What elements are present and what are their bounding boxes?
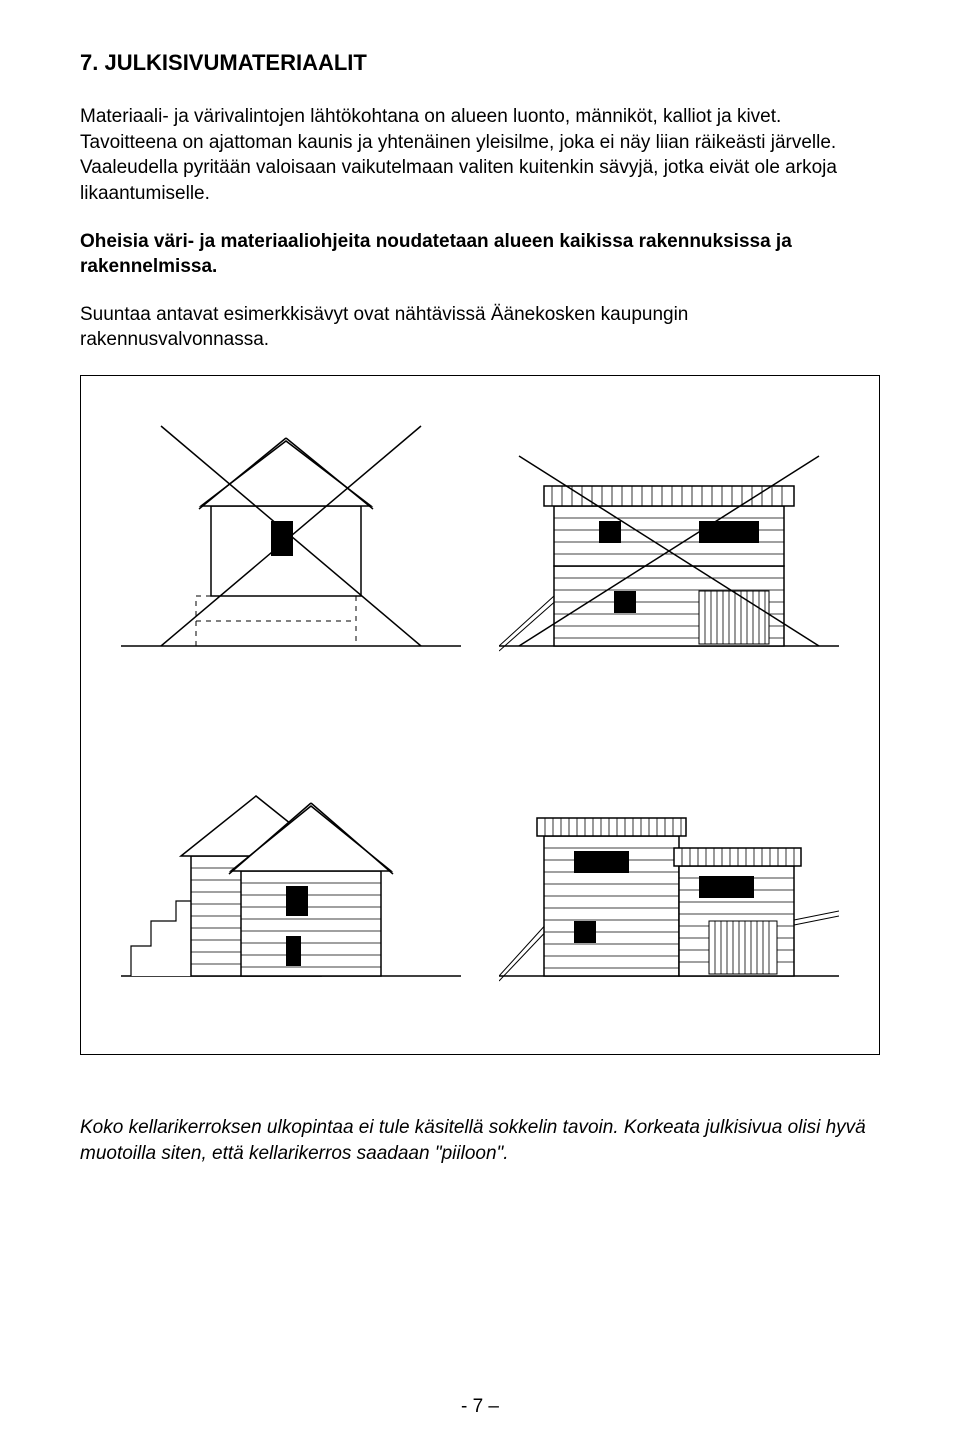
paragraph-3: Suuntaa antavat esimerkkisävyt ovat näht… xyxy=(80,302,880,353)
house-topleft-crossed xyxy=(121,396,461,666)
diagram-container xyxy=(80,375,880,1055)
diagram-row-1 xyxy=(101,396,859,696)
page-number: - 7 – xyxy=(0,1396,960,1418)
paragraph-1: Materiaali- ja värivalintojen lähtökohta… xyxy=(80,104,880,207)
house-bottomleft-ok xyxy=(121,726,461,996)
house-topright-crossed xyxy=(499,396,839,666)
house-bottomright-ok xyxy=(499,726,839,996)
paragraph-2-bold: Oheisia väri- ja materiaaliohjeita nouda… xyxy=(80,229,880,280)
diagram-row-2 xyxy=(101,726,859,1026)
section-heading: 7. JULKISIVUMATERIAALIT xyxy=(80,50,880,76)
diagram-caption: Koko kellarikerroksen ulkopintaa ei tule… xyxy=(80,1115,880,1166)
